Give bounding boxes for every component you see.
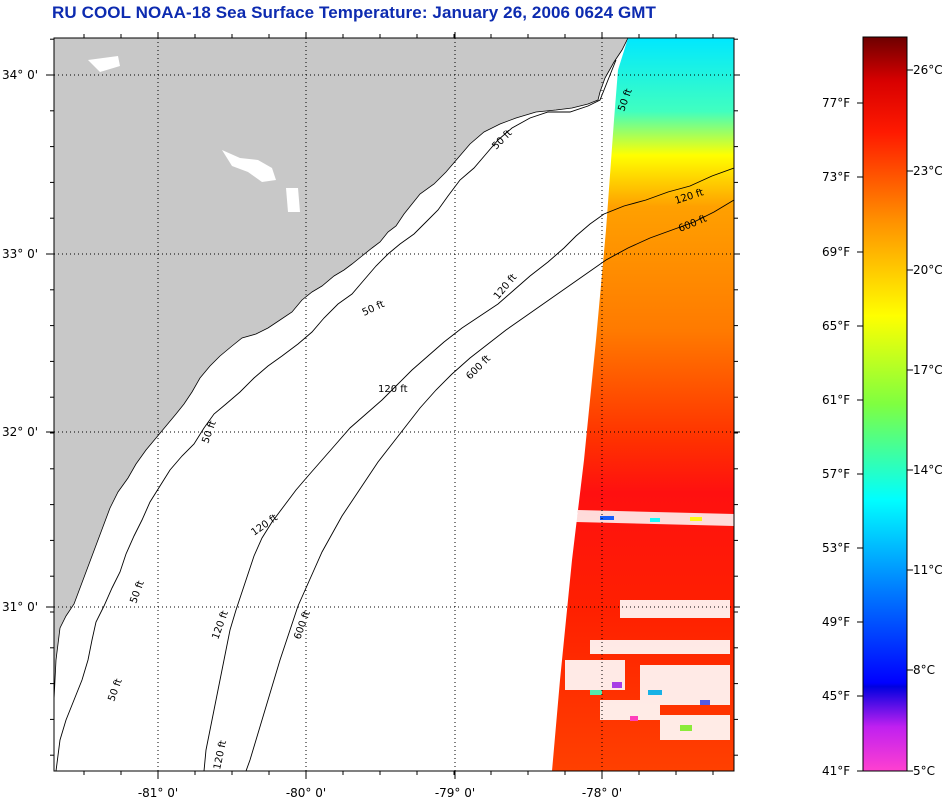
graticule <box>54 38 734 771</box>
colorbar-celsius-label: 20°C <box>913 263 943 277</box>
map-title: RU COOL NOAA-18 Sea Surface Temperature:… <box>52 3 657 22</box>
sst-swath <box>552 38 734 771</box>
lat-label: 31° 0' <box>2 600 38 614</box>
lat-label: 34° 0' <box>2 68 38 82</box>
colorbar <box>862 36 908 772</box>
colorbar-fahrenheit-label: 65°F <box>822 319 850 333</box>
colorbar-celsius-label: 23°C <box>913 164 943 178</box>
colorbar-celsius-label: 5°C <box>913 764 935 778</box>
lon-label: -78° 0' <box>582 786 622 800</box>
colorbar-fahrenheit-label: 61°F <box>822 393 850 407</box>
map-ticks <box>46 32 740 779</box>
contour-50ft <box>55 59 617 771</box>
colorbar-celsius-label: 26°C <box>913 63 943 77</box>
map-frame <box>53 37 735 772</box>
colorbar-fahrenheit-label: 41°F <box>822 764 850 778</box>
colorbar-celsius-label: 14°C <box>913 463 943 477</box>
lake <box>222 150 276 182</box>
colorbar-celsius-label: 8°C <box>913 663 935 677</box>
colorbar-celsius-label: 11°C <box>913 563 943 577</box>
colorbar-fahrenheit-label: 69°F <box>822 245 850 259</box>
colorbar-fahrenheit-label: 45°F <box>822 689 850 703</box>
lon-label: -80° 0' <box>286 786 326 800</box>
colorbar-celsius-label: 17°C <box>913 363 943 377</box>
colorbar-fahrenheit-label: 57°F <box>822 467 850 481</box>
colorbar-fahrenheit-label: 77°F <box>822 96 850 110</box>
land-mass <box>54 38 629 771</box>
lon-label: -81° 0' <box>138 786 178 800</box>
contour-600ft <box>245 199 734 771</box>
contour-120ft <box>203 167 734 771</box>
lake <box>286 188 300 212</box>
lat-label: 32° 0' <box>2 425 38 439</box>
lat-label: 33° 0' <box>2 247 38 261</box>
colorbar-fahrenheit-label: 49°F <box>822 615 850 629</box>
colorbar-fahrenheit-label: 53°F <box>822 541 850 555</box>
lon-label: -79° 0' <box>435 786 475 800</box>
cloud-speckle <box>565 516 730 740</box>
lake <box>88 56 120 72</box>
contour-label-120ft: 120 ft <box>378 384 408 395</box>
colorbar-fahrenheit-label: 73°F <box>822 170 850 184</box>
colorbar-ticks <box>857 69 913 772</box>
